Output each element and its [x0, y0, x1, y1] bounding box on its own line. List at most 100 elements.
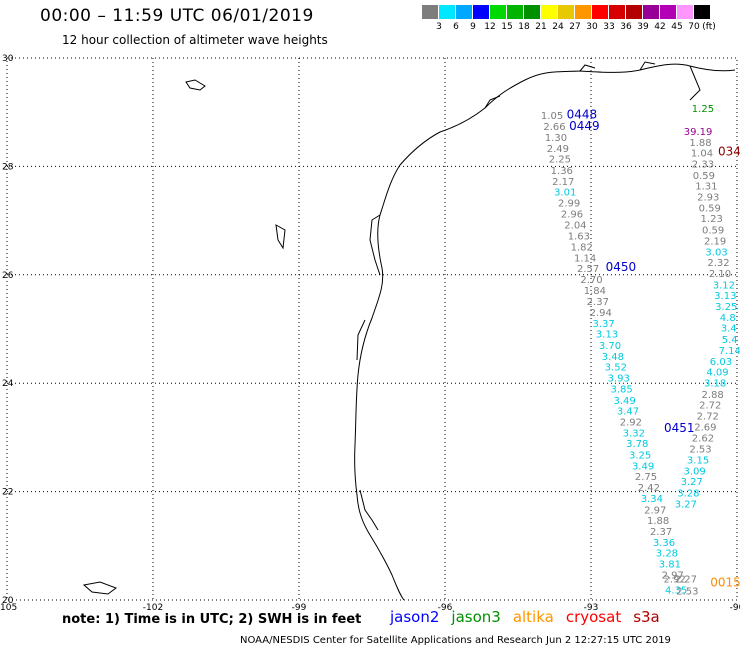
colorbar-label: 27 — [569, 22, 581, 32]
wave-height-value: 2.69 — [694, 422, 716, 433]
wave-height-value: 3.85 — [611, 384, 633, 395]
wave-height-value: 3.37 — [593, 319, 615, 330]
legend-item-altika: altika — [512, 608, 554, 626]
colorbar-label: 18 — [518, 22, 530, 32]
wave-height-value: 3.28 — [677, 488, 699, 499]
pass-label: 0449 — [569, 119, 600, 133]
lon-tick-label: -102 — [143, 603, 163, 613]
wave-height-value: 3.13 — [596, 330, 618, 341]
map-grid — [6, 57, 738, 601]
colorbar-label: 36 — [620, 22, 632, 32]
wave-height-value: 5.4 — [722, 335, 738, 346]
wave-height-value: 1.84 — [584, 286, 606, 297]
colorbar-label: 6 — [453, 22, 459, 32]
wave-height-value: 2.62 — [692, 434, 714, 445]
wave-height-value: 1.23 — [701, 214, 723, 225]
colorbar-label: 30 — [586, 22, 598, 32]
wave-height-value: 2.33 — [692, 159, 714, 170]
wave-height-value: 3.49 — [632, 461, 654, 472]
pass-label: 0450 — [606, 260, 637, 274]
wave-height-value: 1.14 — [574, 253, 596, 264]
colorbar-label: 21 — [535, 22, 547, 32]
colorbar-cell — [575, 5, 592, 19]
pass-label: 034 — [718, 145, 740, 159]
wave-height-value: 3.78 — [626, 439, 648, 450]
legend-item-cryosat: cryosat — [565, 608, 622, 626]
wave-height-value: 0.59 — [693, 171, 715, 182]
colorbar-cell — [541, 5, 558, 19]
wave-height-value: 1.36 — [551, 166, 573, 177]
colorbar-cell — [507, 5, 524, 19]
wave-height-value: 2.70 — [580, 275, 602, 286]
pass-label: 0448 — [567, 108, 598, 122]
wave-height-value: 2.72 — [699, 401, 721, 412]
wave-height-value: 1.04 — [691, 149, 713, 160]
colorbar-cell — [643, 5, 660, 19]
legend-item-s3a: s3a — [633, 608, 660, 626]
colorbar-label: 33 — [603, 22, 615, 32]
wave-height-value: 2.04 — [564, 221, 586, 232]
wave-height-value: 3.25 — [715, 302, 737, 313]
colorbar-label: 42 — [654, 22, 666, 32]
wave-height-value: 1.88 — [647, 516, 669, 527]
lat-tick-label: 30 — [2, 54, 14, 64]
wave-height-value: 3.27 — [675, 499, 697, 510]
wave-height-value: 3.15 — [687, 455, 709, 466]
colorbar-label: 70 — [688, 22, 700, 32]
wave-height-colorbar — [422, 5, 711, 20]
pass-label: 0015 — [710, 575, 740, 589]
wave-height-value: 2.75 — [635, 472, 657, 483]
wave-height-value: 3.48 — [602, 352, 624, 363]
wave-height-value: 2.53 — [676, 587, 698, 598]
colorbar-cell — [456, 5, 473, 19]
wave-height-value: 3.12 — [713, 280, 735, 291]
colorbar-cell — [694, 5, 711, 19]
colorbar-label: (ft) — [702, 22, 716, 32]
colorbar-cell — [439, 5, 456, 19]
colorbar-cell — [558, 5, 575, 19]
colorbar-cell — [490, 5, 507, 19]
wave-height-value: 1.30 — [545, 133, 567, 144]
wave-height-value: 3.52 — [605, 363, 627, 374]
wave-height-value: 2.49 — [547, 144, 569, 155]
wave-height-value: 2.37 — [650, 527, 672, 538]
wave-height-value: 3.27 — [681, 477, 703, 488]
colorbar-label: 15 — [501, 22, 513, 32]
wave-height-value: 3.49 — [613, 396, 635, 407]
wave-height-value: 3.81 — [659, 559, 681, 570]
colorbar-cell — [677, 5, 694, 19]
wave-height-value: 1.31 — [695, 182, 717, 193]
wave-height-value: 4.09 — [706, 368, 728, 379]
wave-height-value: 3.03 — [705, 247, 727, 258]
wave-height-value: 2.93 — [697, 193, 719, 204]
colorbar-cell — [660, 5, 677, 19]
colorbar-label: 39 — [637, 22, 649, 32]
wave-height-value: 1.63 — [568, 232, 590, 243]
wave-height-value: 2.99 — [558, 199, 580, 210]
lon-tick-label: -99 — [292, 603, 307, 613]
wave-height-value: 2.53 — [689, 445, 711, 456]
lon-tick-label: -105 — [0, 603, 17, 613]
wave-height-value: 3.01 — [554, 188, 576, 199]
wave-height-value: 2.94 — [590, 308, 612, 319]
lon-tick-label: -93 — [584, 603, 599, 613]
colorbar-cell — [609, 5, 626, 19]
lat-tick-label: 20 — [2, 596, 14, 606]
wave-height-value: 2.25 — [549, 155, 571, 166]
legend-item-jason3: jason3 — [451, 608, 501, 626]
wave-height-value: 2.37 — [587, 297, 609, 308]
colorbar-label: 9 — [470, 22, 476, 32]
wave-height-value: 6.03 — [710, 357, 732, 368]
wave-height-value: 2.42 — [638, 483, 660, 494]
colorbar-cell — [524, 5, 541, 19]
wave-height-value: 2.19 — [704, 236, 726, 247]
units-note: note: 1) Time is in UTC; 2) SWH is in fe… — [62, 612, 362, 627]
footer-credit: NOAA/NESDIS Center for Satellite Applica… — [240, 635, 671, 646]
colorbar-label: 12 — [484, 22, 496, 32]
wave-height-value: 3.28 — [656, 549, 678, 560]
lat-tick-label: 24 — [2, 379, 14, 389]
gulf-coastline — [82, 61, 736, 601]
wave-height-value: 1.05 — [541, 111, 563, 122]
